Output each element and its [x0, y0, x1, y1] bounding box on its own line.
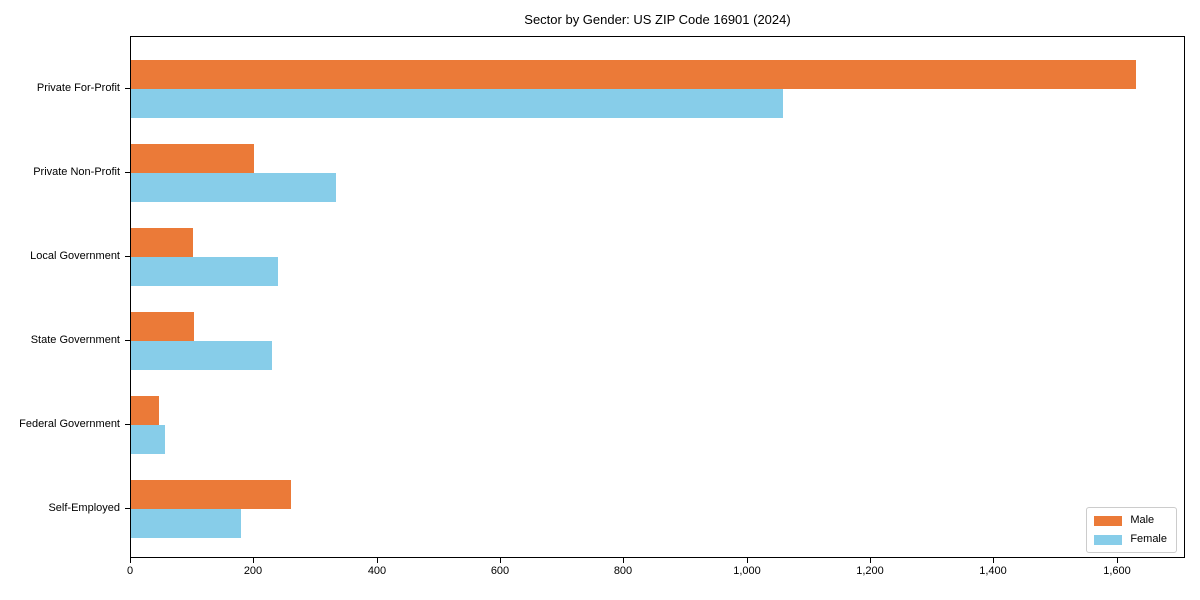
legend-label-female: Female	[1130, 533, 1167, 545]
x-label-800: 800	[613, 565, 633, 577]
legend-swatch-male	[1094, 515, 1123, 526]
x-label-400: 400	[367, 565, 387, 577]
y-label-private-non-profit: Private Non-Profit	[33, 166, 120, 178]
x-label-200: 200	[243, 565, 263, 577]
x-label-1400: 1,400	[979, 565, 1007, 577]
bar-female-private-non-profit	[131, 173, 336, 202]
x-label-1200: 1,200	[856, 565, 884, 577]
bar-male-self-employed	[131, 480, 291, 509]
bar-male-private-for-profit	[131, 60, 1136, 89]
y-label-federal-government: Federal Government	[19, 418, 120, 430]
x-tick-1000	[747, 558, 748, 563]
x-label-1000: 1,000	[733, 565, 761, 577]
x-tick-1600	[1117, 558, 1118, 563]
y-label-state-government: State Government	[30, 334, 120, 346]
plot-area: Male Female	[130, 36, 1185, 558]
y-label-local-government: Local Government	[30, 250, 120, 262]
y-label-private-for-profit: Private For-Profit	[36, 82, 120, 94]
x-tick-800	[623, 558, 624, 563]
bar-male-local-government	[131, 228, 193, 257]
bar-female-local-government	[131, 257, 278, 286]
x-tick-1400	[993, 558, 994, 563]
x-tick-1200	[870, 558, 871, 563]
y-tick-federal-government	[125, 424, 130, 425]
x-tick-600	[500, 558, 501, 563]
bar-male-private-non-profit	[131, 144, 254, 173]
x-tick-200	[253, 558, 254, 563]
x-tick-400	[377, 558, 378, 563]
bar-female-federal-government	[131, 425, 165, 454]
legend: Male Female	[1086, 507, 1177, 553]
x-label-600: 600	[490, 565, 510, 577]
x-tick-0	[130, 558, 131, 563]
y-tick-private-non-profit	[125, 172, 130, 173]
x-label-1600: 1,600	[1103, 565, 1131, 577]
chart-title: Sector by Gender: US ZIP Code 16901 (202…	[524, 12, 791, 27]
x-label-0: 0	[126, 565, 134, 577]
bar-female-private-for-profit	[131, 89, 783, 118]
bar-male-state-government	[131, 312, 194, 341]
bar-female-state-government	[131, 341, 272, 370]
y-tick-local-government	[125, 256, 130, 257]
y-tick-state-government	[125, 340, 130, 341]
legend-label-male: Male	[1130, 514, 1155, 526]
y-tick-private-for-profit	[125, 88, 130, 89]
legend-item-male: Male	[1094, 514, 1167, 527]
bar-male-federal-government	[131, 396, 159, 425]
y-tick-self-employed	[125, 508, 130, 509]
bar-female-self-employed	[131, 509, 241, 538]
y-label-self-employed: Self-Employed	[48, 502, 120, 514]
legend-swatch-female	[1094, 534, 1123, 545]
legend-item-female: Female	[1094, 533, 1167, 546]
